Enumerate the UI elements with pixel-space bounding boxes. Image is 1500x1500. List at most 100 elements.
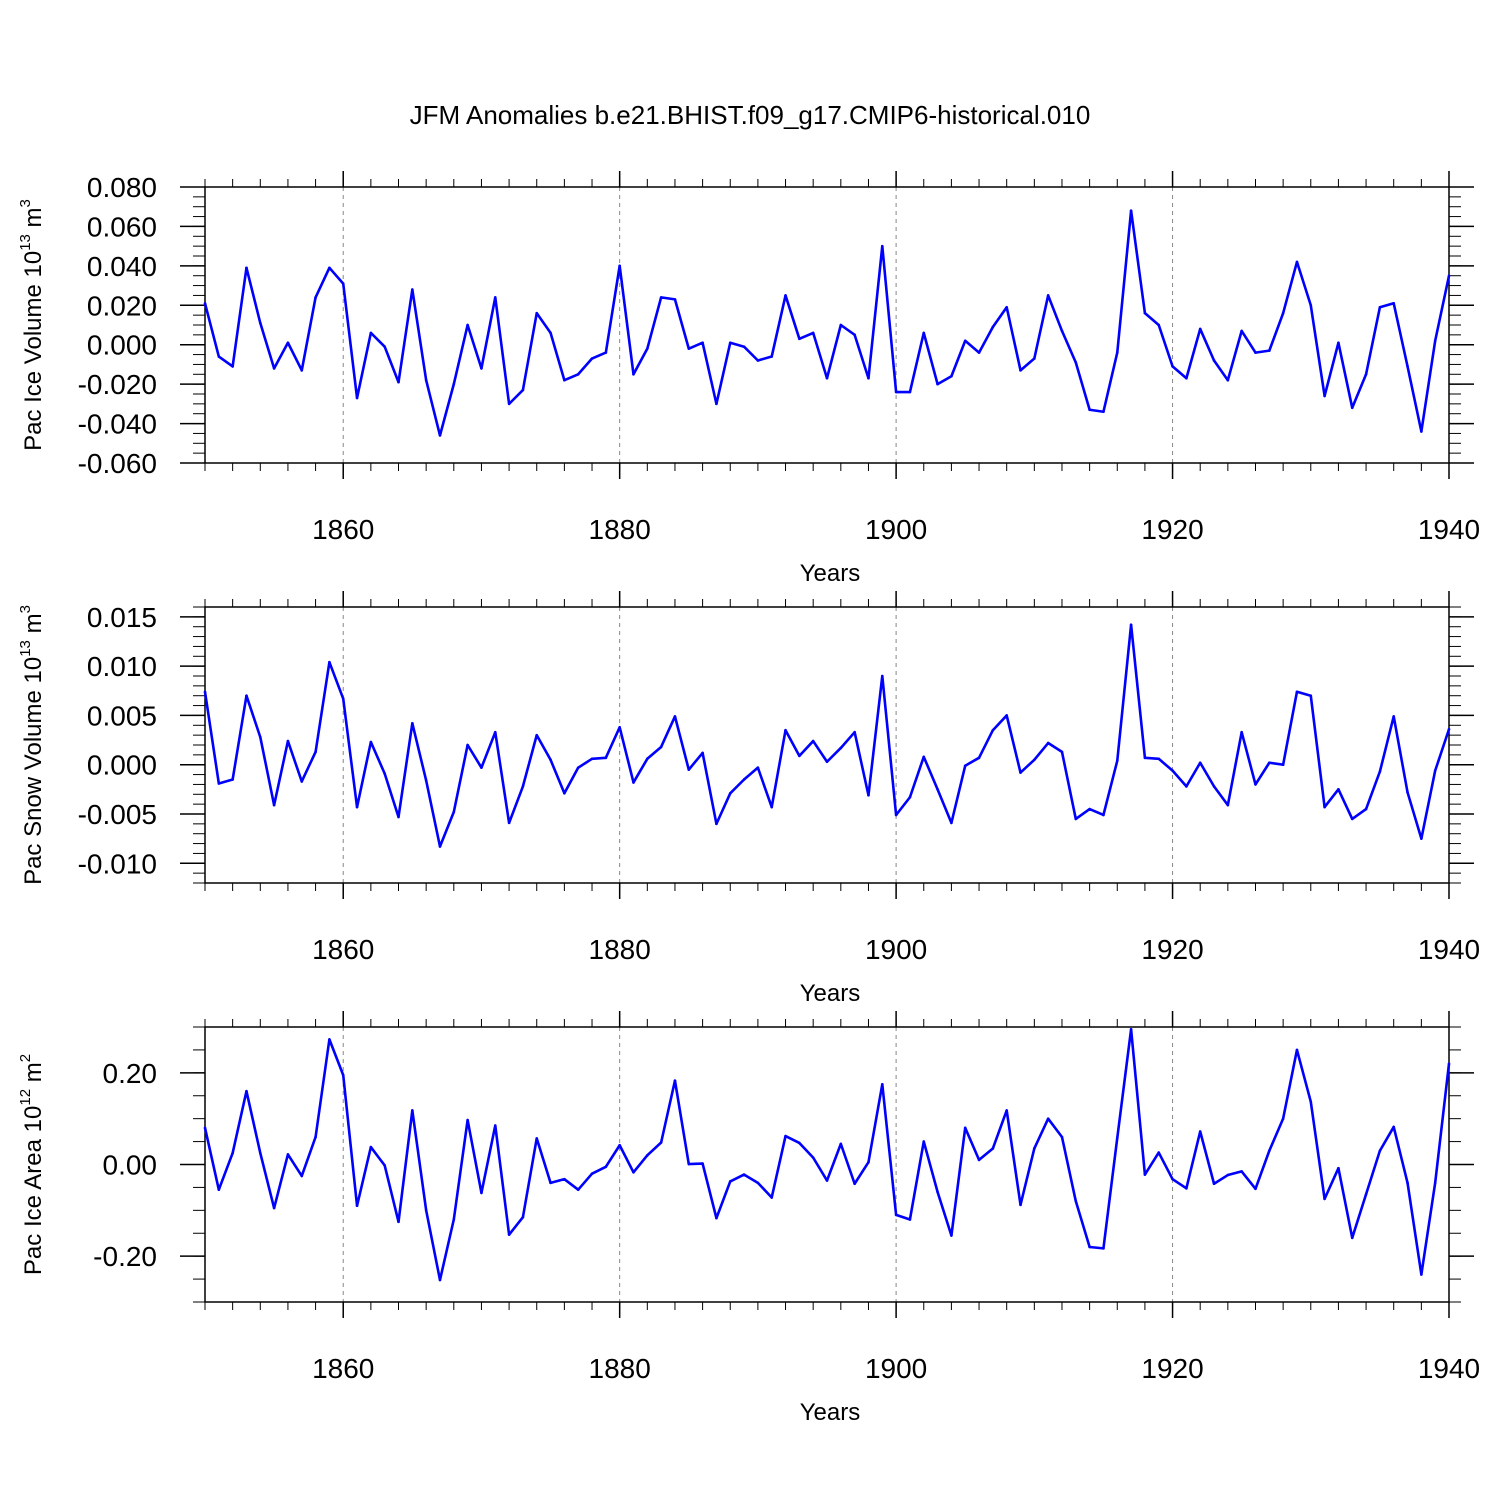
- data-point: [867, 793, 870, 797]
- data-point: [1406, 365, 1409, 368]
- data-point: [1392, 302, 1396, 305]
- data-point: [742, 778, 746, 781]
- data-point: [950, 374, 953, 378]
- data-point: [590, 357, 594, 360]
- data-point: [286, 1153, 290, 1156]
- data-point: [756, 766, 760, 769]
- data-point: [1088, 807, 1091, 811]
- x-tick-label: 1920: [1141, 934, 1203, 965]
- data-point: [1074, 817, 1078, 821]
- data-point: [217, 1188, 221, 1192]
- data-point: [1143, 756, 1147, 760]
- data-point: [618, 725, 621, 729]
- data-point: [604, 756, 608, 760]
- data-point: [1143, 1173, 1147, 1176]
- data-point: [687, 768, 691, 771]
- data-point: [1268, 349, 1271, 352]
- y-axis-label-unit-exponent: 3: [17, 199, 34, 207]
- data-point: [770, 1196, 774, 1199]
- data-point: [1129, 623, 1133, 627]
- data-point: [245, 266, 248, 270]
- x-tick-label: 1880: [589, 514, 651, 545]
- data-point: [272, 367, 276, 370]
- data-point: [825, 760, 829, 764]
- data-point: [217, 355, 221, 358]
- data-point: [784, 728, 787, 732]
- data-point: [604, 351, 608, 354]
- data-point: [839, 746, 843, 750]
- data-point: [272, 1206, 276, 1210]
- data-point: [1171, 769, 1174, 772]
- data-point: [950, 1234, 953, 1237]
- y-axis-label-unit: m: [20, 207, 47, 234]
- data-point: [314, 750, 317, 754]
- data-point: [1433, 1181, 1437, 1185]
- data-point: [1046, 1117, 1050, 1120]
- x-axis-label: Years: [800, 560, 861, 587]
- data-point: [1005, 305, 1008, 309]
- x-tick-label: 1880: [589, 934, 651, 965]
- data-point: [1364, 807, 1368, 811]
- data-point: [1406, 791, 1409, 794]
- y-axis-label-base: Pac Ice Area 10: [20, 1106, 47, 1275]
- x-tick-label: 1880: [589, 1353, 651, 1384]
- data-point: [936, 788, 939, 791]
- x-tick-label: 1940: [1418, 934, 1480, 965]
- y-tick-label: -0.040: [78, 409, 157, 440]
- data-point: [369, 740, 373, 744]
- data-point: [383, 772, 386, 775]
- data-point: [1157, 323, 1161, 327]
- data-point: [728, 1180, 732, 1183]
- data-point: [798, 337, 801, 341]
- panel-snow-volume: 1860 1880 1900 1920 1940 -0.010 -0.005 0.000 0.0…: [17, 591, 1480, 1007]
- data-point: [1420, 1273, 1423, 1276]
- data-point: [715, 1216, 718, 1220]
- data-point: [563, 792, 566, 795]
- data-point: [1337, 788, 1340, 791]
- data-point: [314, 296, 317, 299]
- data-point: [963, 764, 967, 767]
- data-point: [1171, 1177, 1174, 1181]
- data-point: [521, 388, 525, 392]
- data-point: [300, 780, 304, 783]
- data-point: [728, 792, 732, 795]
- data-point: [438, 1278, 442, 1282]
- data-point: [673, 1079, 677, 1082]
- panel-ice-area: 1860 1880 1900 1920 1940 -0.20 0.00 0.20 Years Pa…: [17, 1011, 1480, 1426]
- data-point: [1226, 803, 1230, 807]
- data-point: [590, 757, 594, 761]
- data-point: [1129, 209, 1133, 212]
- y-tick-label: -0.010: [78, 848, 157, 879]
- chart-title: JFM Anomalies b.e21.BHIST.f09_g17.CMIP6-…: [410, 100, 1091, 130]
- data-point: [1295, 260, 1299, 264]
- data-point: [715, 822, 718, 826]
- data-point: [798, 1141, 801, 1145]
- x-tick-label: 1940: [1418, 514, 1480, 545]
- data-point: [908, 1218, 912, 1221]
- x-tick-label: 1920: [1141, 1353, 1203, 1384]
- data-point: [1129, 1027, 1133, 1031]
- data-point: [576, 372, 580, 376]
- data-point: [1378, 770, 1382, 773]
- y-tick-label: 0.000: [87, 750, 157, 781]
- data-point: [646, 1154, 649, 1157]
- data-point: [880, 1082, 884, 1086]
- data-point: [1268, 1149, 1271, 1153]
- data-point: [1046, 294, 1050, 297]
- data-point: [659, 1141, 663, 1144]
- data-point: [1198, 1130, 1202, 1133]
- data-point: [853, 333, 856, 337]
- data-point: [245, 1089, 248, 1093]
- data-point: [1019, 369, 1022, 372]
- data-point: [1240, 329, 1243, 333]
- data-point: [880, 244, 884, 248]
- data-point: [369, 331, 373, 335]
- data-point: [328, 1038, 331, 1041]
- data-point: [1392, 1125, 1396, 1129]
- data-point: [535, 1137, 539, 1140]
- data-point: [977, 756, 981, 760]
- data-point: [438, 434, 442, 437]
- data-point: [286, 739, 290, 743]
- y-tick-label: 0.20: [103, 1058, 158, 1089]
- data-point: [355, 1204, 359, 1208]
